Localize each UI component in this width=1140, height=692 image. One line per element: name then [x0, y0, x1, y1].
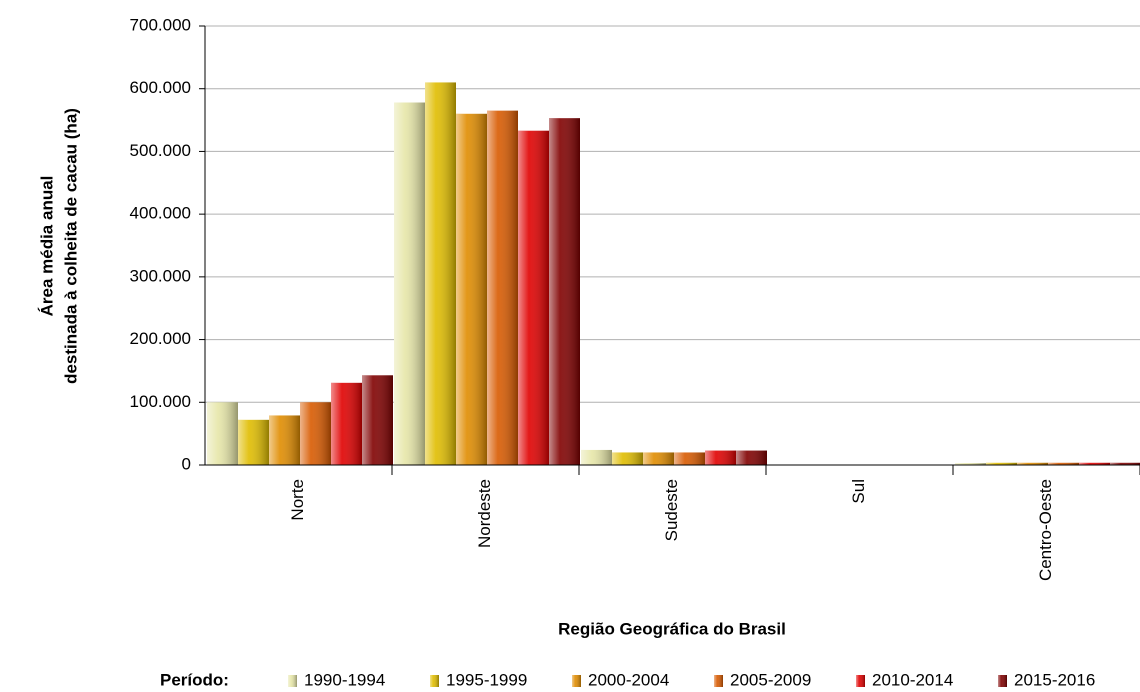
legend-swatch-shade: [430, 675, 439, 687]
bar-shade: [487, 110, 518, 466]
bar-shade: [300, 402, 331, 465]
legend-swatch-shade: [856, 675, 865, 687]
x-tick-label: Sul: [849, 479, 868, 504]
y-axis-label: destinada à colheita de cacau (ha): [61, 108, 80, 384]
legend-swatch-shade: [714, 675, 723, 687]
y-tick-label: 700.000: [130, 15, 191, 34]
bar-shade: [518, 130, 549, 466]
x-tick-label: Nordeste: [475, 479, 494, 548]
bar-shade: [736, 450, 767, 465]
bar-shade: [955, 463, 986, 465]
legend-label: 2015-2016: [1014, 670, 1095, 689]
legend-swatch-shade: [572, 675, 581, 687]
bar-shade: [549, 118, 580, 465]
legend-label: 2005-2009: [730, 670, 811, 689]
bar-shade: [705, 450, 736, 465]
y-tick-label: 600.000: [130, 78, 191, 97]
bar-shade: [456, 113, 487, 466]
x-tick-label: Norte: [288, 479, 307, 521]
y-tick-label: 300.000: [130, 266, 191, 285]
bar-shade: [674, 452, 705, 465]
bar-shade: [238, 419, 269, 465]
bar-shade: [362, 375, 393, 465]
legend-label: 2010-2014: [872, 670, 953, 689]
bar-shade: [1017, 462, 1048, 465]
x-axis-label: Região Geográfica do Brasil: [558, 619, 786, 638]
bar-shade: [425, 82, 456, 465]
bar-shade: [1110, 462, 1140, 465]
bar-shade: [612, 452, 643, 465]
bar-shade: [394, 102, 425, 466]
legend-title: Período:: [160, 670, 229, 689]
bar-shade: [1048, 462, 1079, 465]
x-tick-label: Sudeste: [662, 479, 681, 541]
bar-shade: [207, 402, 238, 465]
y-tick-label: 100.000: [130, 392, 191, 411]
y-tick-label: 0: [182, 454, 191, 473]
y-tick-label: 500.000: [130, 141, 191, 160]
bar-shade: [986, 462, 1017, 465]
y-axis-label: Área média anual: [37, 176, 56, 317]
y-tick-label: 200.000: [130, 329, 191, 348]
legend-swatch-shade: [998, 675, 1007, 687]
legend-label: 1990-1994: [304, 670, 385, 689]
bar-shade: [331, 382, 362, 465]
legend-swatch-shade: [288, 675, 297, 687]
bar-shade: [581, 449, 612, 465]
bar-shade: [269, 415, 300, 465]
legend-label: 2000-2004: [588, 670, 669, 689]
bar-shade: [1079, 462, 1110, 465]
legend-label: 1995-1999: [446, 670, 527, 689]
y-tick-label: 400.000: [130, 204, 191, 223]
x-tick-label: Centro-Oeste: [1036, 479, 1055, 581]
bar-shade: [643, 452, 674, 465]
